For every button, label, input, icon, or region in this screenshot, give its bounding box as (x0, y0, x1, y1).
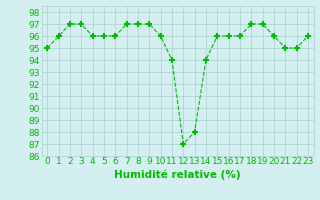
X-axis label: Humidité relative (%): Humidité relative (%) (114, 169, 241, 180)
